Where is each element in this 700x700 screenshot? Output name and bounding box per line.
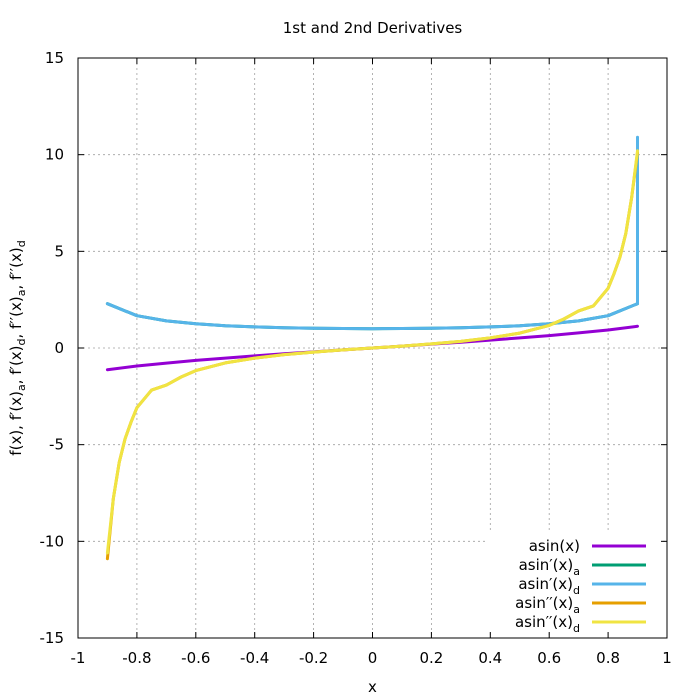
y-tick-label: 15 [45,49,64,67]
x-tick-label: 0.2 [419,649,443,667]
y-tick-label: 0 [54,339,64,357]
y-tick-label: -5 [49,436,64,454]
legend: asin(x)asin′(x)aasin′(x)dasin′′(x)aasin′… [515,537,646,635]
x-tick-label: -0.8 [122,649,151,667]
y-tick-label: 10 [45,146,64,164]
series-layer [105,135,639,561]
chart-title: 1st and 2nd Derivatives [283,19,463,37]
legend-label: asin′(x)d [518,575,580,597]
legend-label: asin′′(x)d [515,613,580,635]
x-tick-label: -0.4 [240,649,269,667]
y-tick-label: 5 [54,242,64,260]
x-tick-label: -0.6 [181,649,210,667]
legend-label: asin(x) [529,537,580,555]
x-tick-label: -1 [71,649,86,667]
legend-label: asin′(x)a [519,556,580,578]
y-tick-label: -15 [40,629,65,647]
x-tick-label: 0 [368,649,378,667]
y-tick-label: -10 [40,532,65,550]
legend-label: asin′′(x)a [515,594,580,616]
y-axis-label: f(x), f′(x)a, f′(x)d, f′′(x)a, f′′(x)d [7,240,28,455]
series-line-4 [105,149,639,555]
x-tick-label: -0.2 [299,649,328,667]
x-tick-label: 1 [662,649,672,667]
x-tick-label: 0.4 [478,649,502,667]
x-tick-label: 0.8 [596,649,620,667]
x-tick-label: 0.6 [537,649,561,667]
axis-ticks: -1 -0.8 -0.6 -0.4 -0.2 0 0.2 0.4 0.6 0.8 1 -15 -10 -5… [40,49,672,667]
x-axis-label: x [368,678,377,696]
series-line-2 [105,135,639,331]
